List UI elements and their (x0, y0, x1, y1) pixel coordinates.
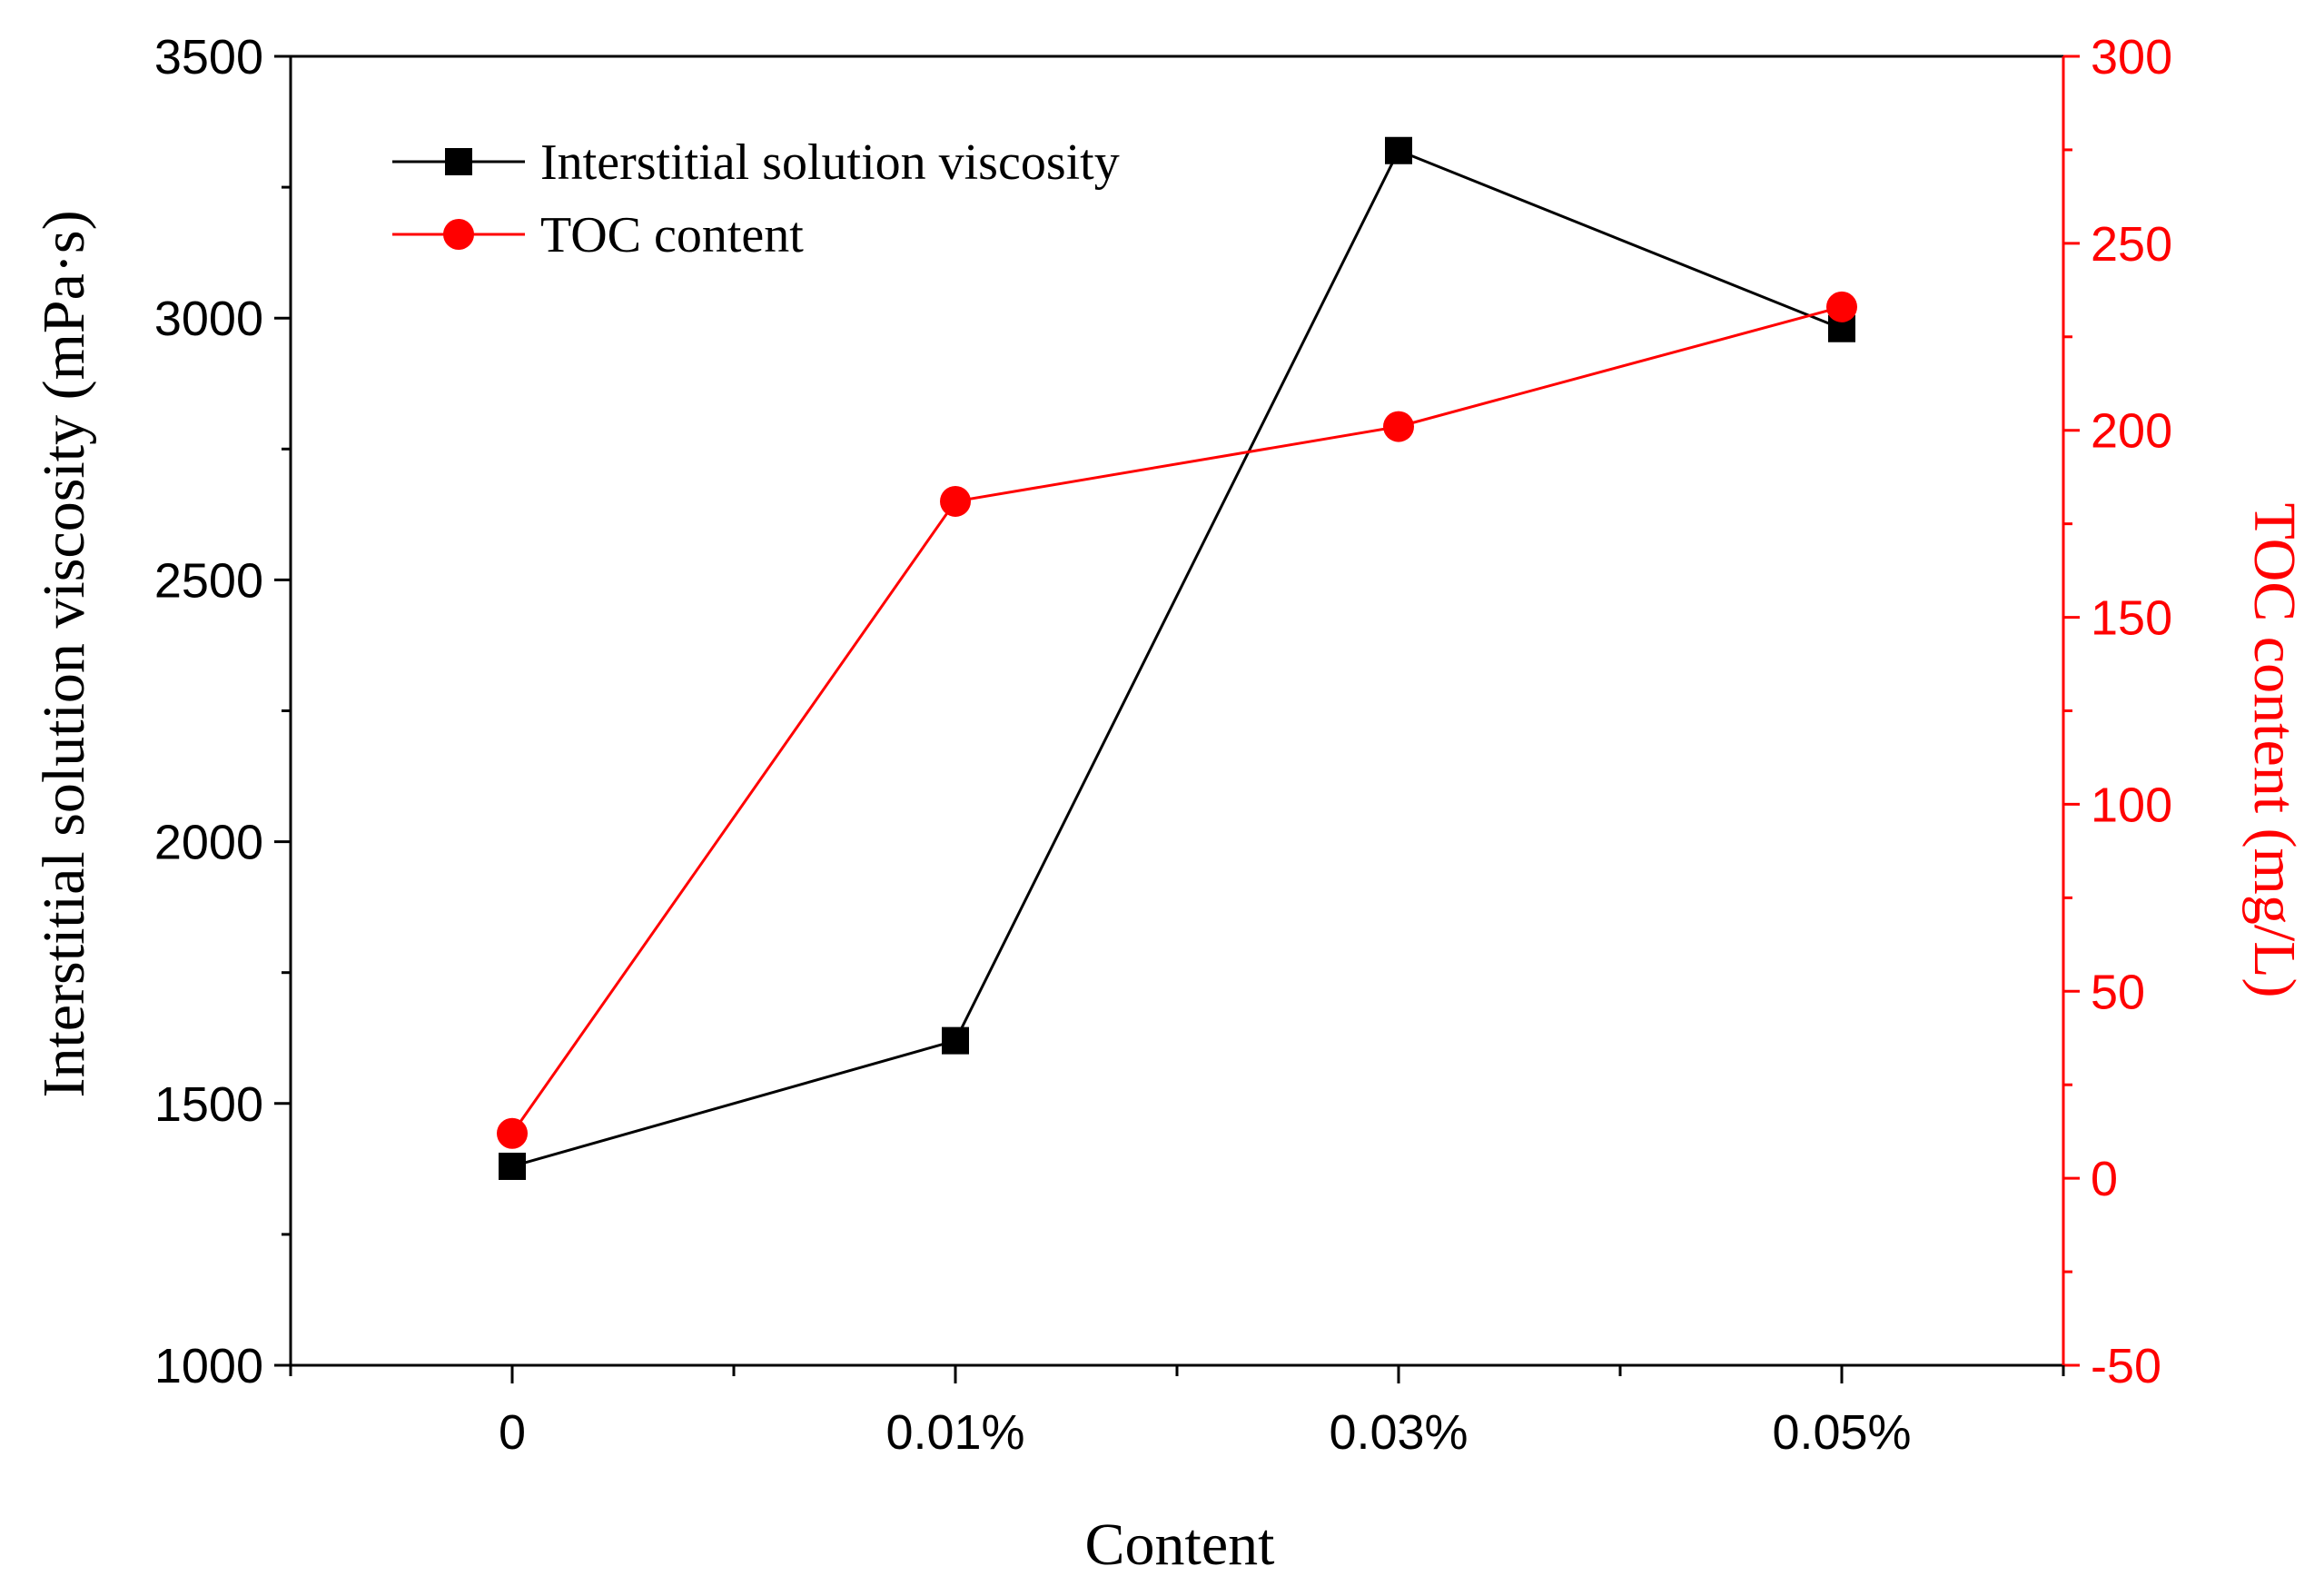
toc-point (940, 485, 971, 517)
y-right-tick-label: 0 (2091, 1152, 2118, 1206)
y-left-tick-label: 2000 (154, 816, 263, 870)
y-right-tick-label: 50 (2091, 965, 2145, 1019)
y-right-tick-label: -50 (2091, 1339, 2161, 1393)
y-right-tick-label: 300 (2091, 30, 2172, 84)
y-left-tick-label: 3000 (154, 292, 263, 346)
y-left-tick-label: 1000 (154, 1339, 263, 1393)
x-tick-label: 0.01% (885, 1405, 1024, 1460)
series-layer (497, 136, 1857, 1180)
legend: Interstitial solution viscosity TOC conte… (392, 134, 1120, 263)
toc-point (497, 1117, 528, 1149)
viscosity-point (499, 1152, 526, 1180)
viscosity-point (942, 1026, 969, 1055)
x-tick-label: 0 (499, 1405, 526, 1460)
legend-label: Interstitial solution viscosity (540, 134, 1120, 191)
y-left-tick-label: 2500 (154, 553, 263, 608)
bottom-axis-ticks: 0 0.01% 0.03% 0.05% (289, 1365, 2065, 1460)
x-axis-title: Content (1085, 1512, 1275, 1578)
legend-label: TOC content (540, 207, 804, 263)
viscosity-line (511, 148, 1843, 1168)
left-axis-ticks: 1000 1500 2000 2500 3000 3500 (154, 30, 291, 1393)
legend-square-marker (445, 148, 472, 175)
viscosity-point (1385, 136, 1412, 164)
y-right-tick-label: 250 (2091, 217, 2172, 272)
x-tick-label: 0.05% (1772, 1405, 1911, 1460)
y-right-tick-label: 150 (2091, 591, 2172, 646)
toc-point (1826, 291, 1857, 322)
toc-point (1383, 411, 1414, 442)
y-right-tick-label: 100 (2091, 778, 2172, 832)
right-axis-ticks: -50 0 50 100 150 200 250 300 (2063, 30, 2172, 1393)
y-right-axis-title: TOC content (mg/L) (2241, 502, 2308, 997)
legend-circle-marker (443, 219, 474, 250)
toc-line (510, 305, 1843, 1135)
y-right-tick-label: 200 (2091, 404, 2172, 459)
x-tick-label: 0.03% (1329, 1405, 1468, 1460)
y-left-tick-label: 1500 (154, 1077, 263, 1132)
y-left-tick-label: 3500 (154, 30, 263, 84)
y-left-axis-title: Interstitial solution viscosity (mPa·s) (31, 210, 97, 1097)
